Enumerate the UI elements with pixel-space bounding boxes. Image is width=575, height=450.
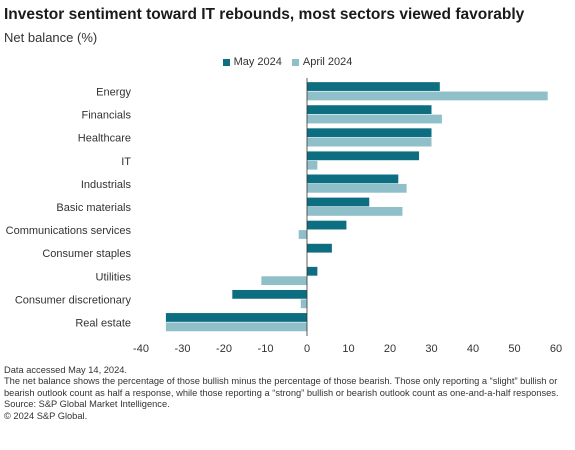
category-label: Financials [81,110,131,122]
bar-april [298,230,307,239]
bar-may [307,151,420,161]
bar-may [307,220,347,230]
category-label: IT [121,156,131,168]
x-tick-label: 20 [384,343,396,355]
footnote-accessed: Data accessed May 14, 2024. [4,365,127,375]
chart-subtitle: Net balance (%) [4,30,98,45]
bar-may [307,105,432,115]
category-label: Real estate [75,317,131,329]
category-label: Utilities [96,271,132,283]
chart-title: Investor sentiment toward IT rebounds, m… [4,6,525,23]
bar-april [307,114,442,124]
bar-may [307,243,332,253]
legend-label-april: April 2024 [302,56,353,68]
x-tick-label: 30 [425,343,437,355]
category-label: Healthcare [78,133,131,145]
legend-swatch-may [222,58,230,66]
legend-item-may: May 2024 [222,56,282,68]
bar-april [307,137,432,147]
bar-april [307,160,318,170]
x-tick-label: 40 [467,343,479,355]
x-tick-label: 10 [342,343,354,355]
category-label: Basic materials [56,202,131,214]
category-label: Energy [96,87,131,99]
bar-may [307,174,399,184]
category-label: Communications services [6,225,132,237]
footnote-source: Source: S&P Global Market Intelligence. [4,399,170,410]
bar-april [307,183,407,193]
category-label: Industrials [81,179,132,191]
footnote-definition: The net balance shows the percentage of … [4,376,559,398]
x-tick-label: 50 [508,343,520,355]
bar-may [307,266,318,276]
legend-item-april: April 2024 [291,56,353,68]
category-label: Consumer staples [42,248,131,260]
x-tick-label: -30 [175,343,191,355]
category-label: Consumer discretionary [15,294,132,306]
bar-may [165,313,307,322]
bar-may [307,197,370,207]
footnotes: Data accessed May 14, 2024. The net bala… [4,365,570,422]
bar-may [307,128,432,138]
bar-april [307,207,403,216]
bar-april [165,322,307,332]
legend-label-may: May 2024 [233,56,282,68]
bar-chart: Energy Financials Healthcare IT Industrials B… [6,78,562,355]
x-tick-label: 60 [550,343,562,355]
x-tick-label: -10 [258,343,274,355]
footnote-copyright: © 2024 S&P Global. [4,410,88,421]
legend: May 2024 April 2024 [0,56,575,68]
bar-april [307,91,548,101]
bar-may [232,289,307,299]
bar-april [261,276,307,286]
x-tick-label: -40 [133,343,149,355]
x-tick-label: -20 [216,343,232,355]
x-tick-label: 0 [304,343,310,355]
legend-swatch-april [291,58,299,66]
bar-april [300,299,307,309]
bar-may [307,82,440,91]
